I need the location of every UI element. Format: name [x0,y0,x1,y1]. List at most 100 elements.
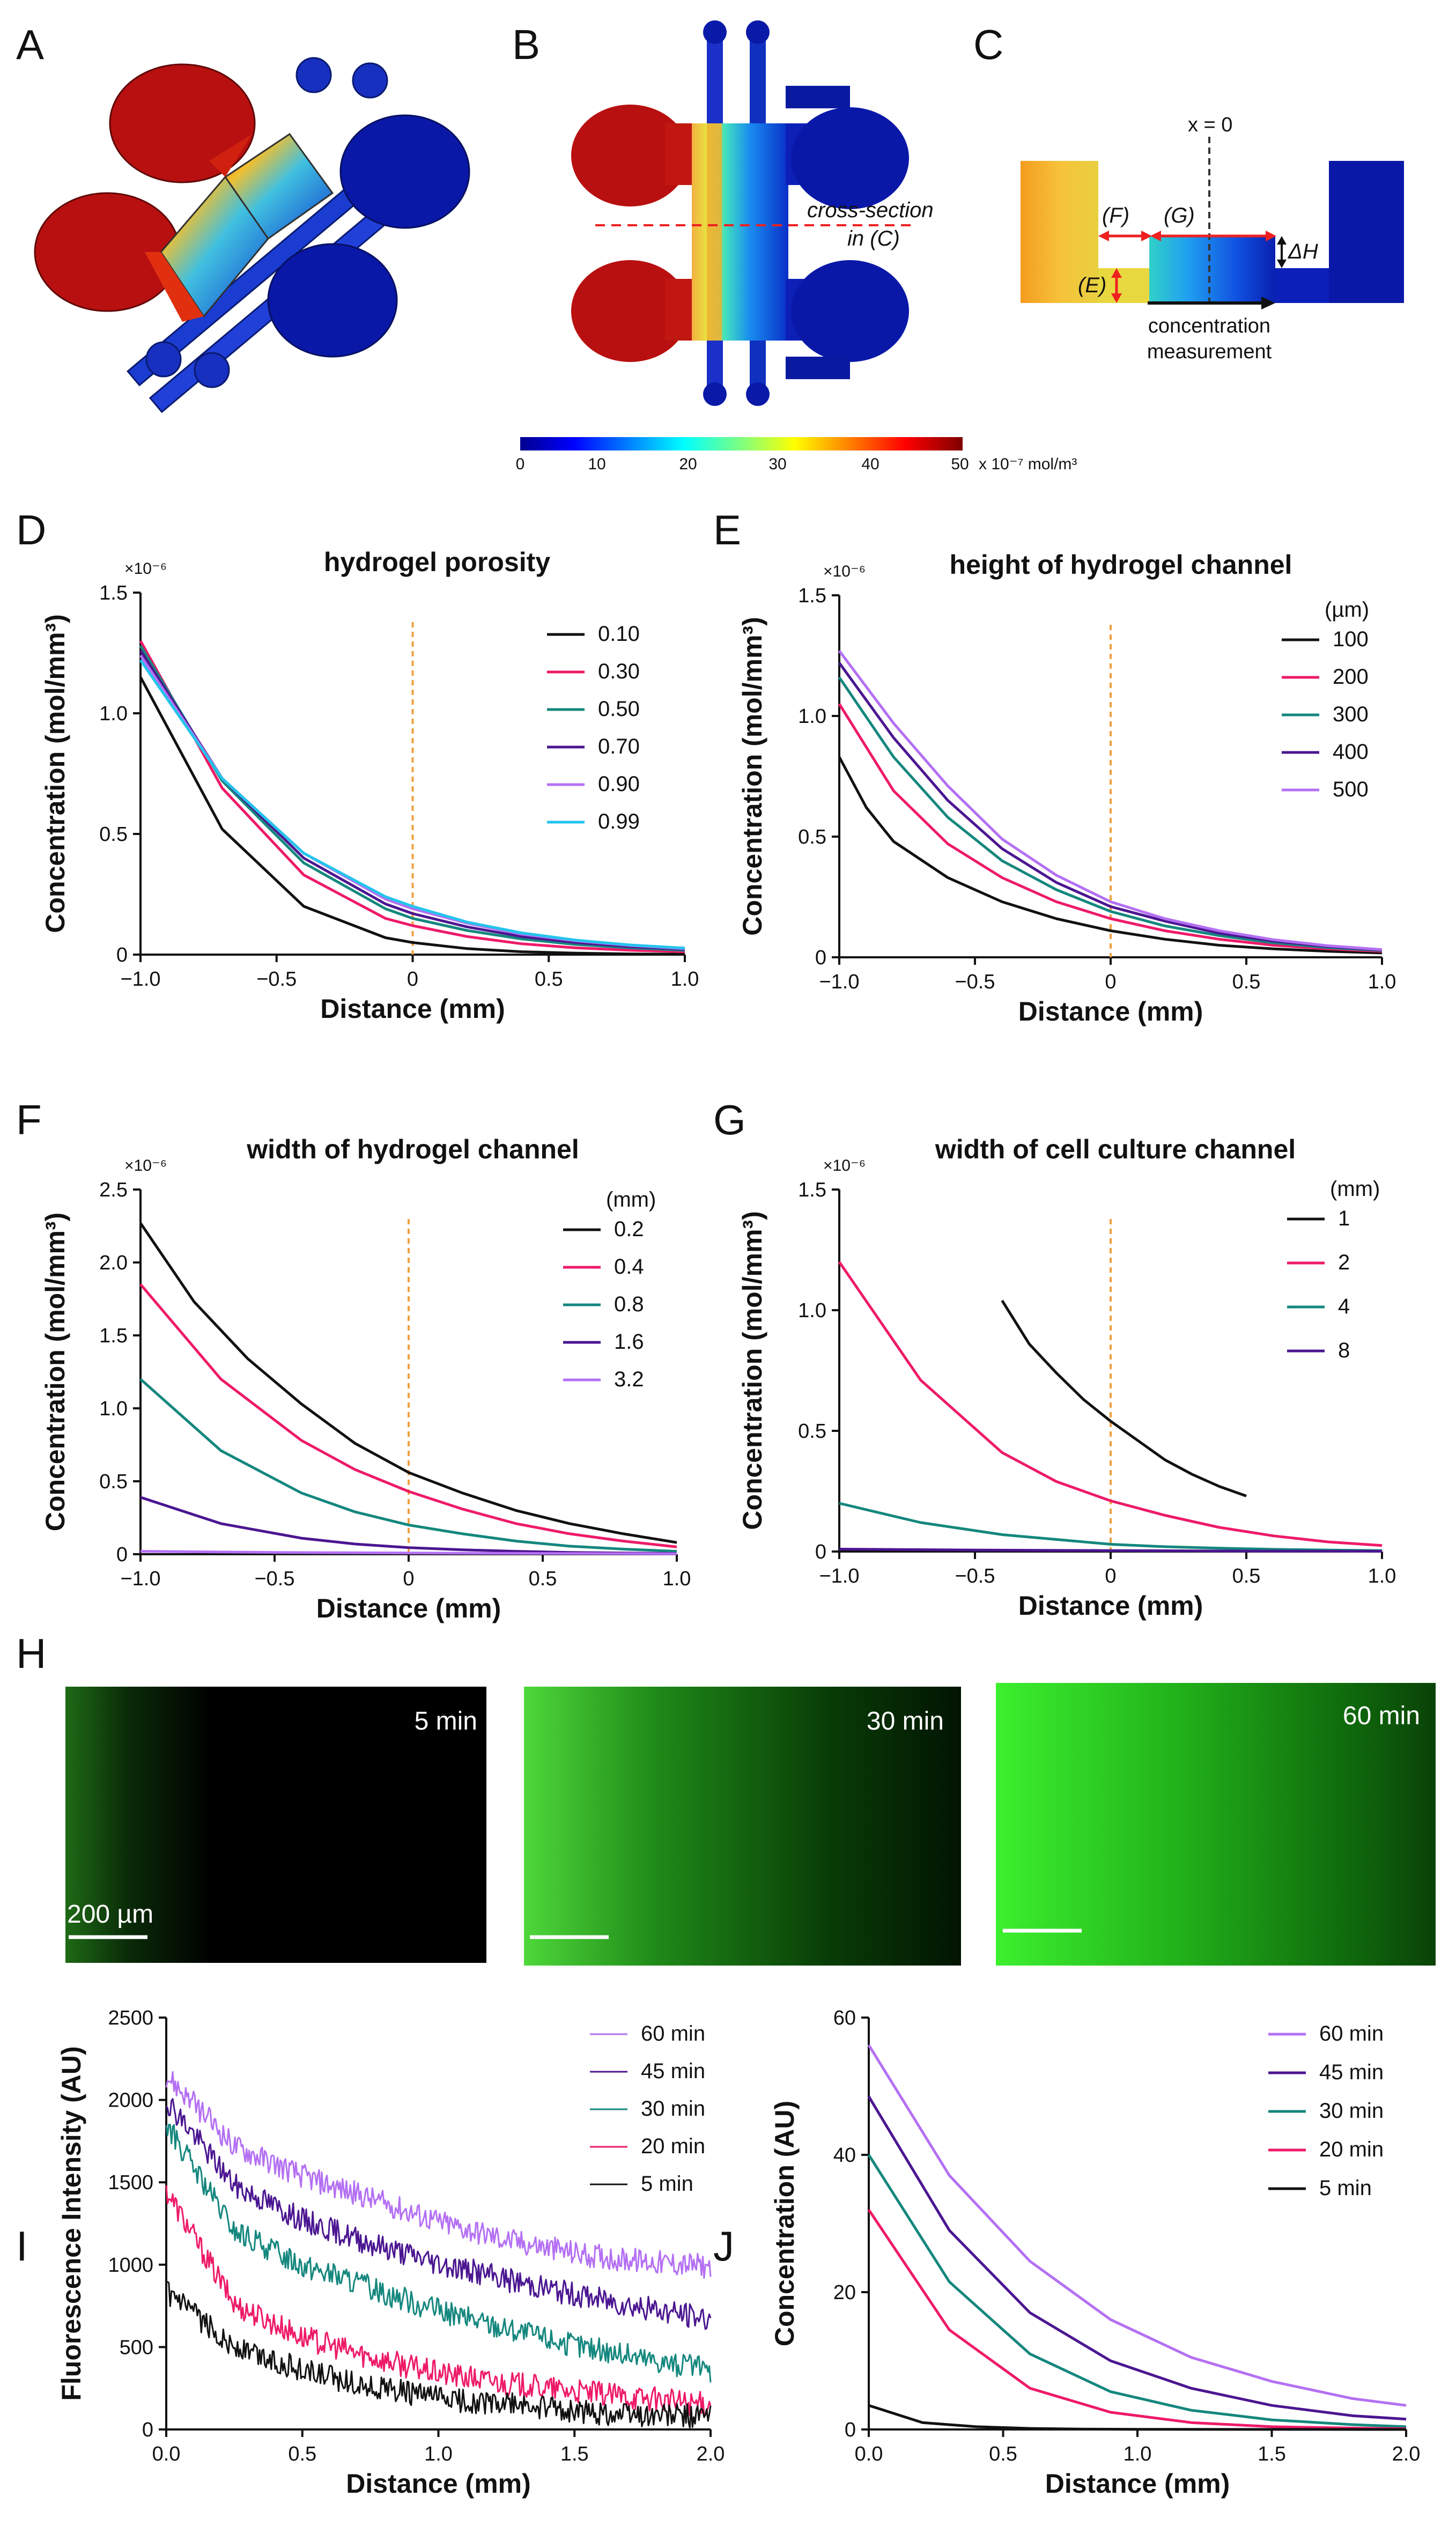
legend-label: 0.70 [598,735,640,758]
y-tick-label: 0 [815,1541,826,1563]
series-line-0.30 [139,640,685,954]
x-tick-label: 1.5 [560,2443,589,2465]
x0-label: x = 0 [1188,114,1232,136]
y-tick-label: 20 [833,2281,856,2304]
series-line-20-min [867,2209,1407,2431]
y-tick-label: 0 [815,947,826,969]
series-line-60-min [165,2071,712,2279]
y-tick-label: 0.5 [99,823,128,846]
legend-label: 60 min [1319,2022,1384,2045]
legend-label: 5 min [641,2172,693,2196]
series-line-1 [1001,1299,1247,1497]
time-label-60min: 60 min [1343,1702,1420,1730]
series-line-4 [839,1502,1383,1552]
panel-label-a: A [16,21,44,68]
x-tick-label: 0.0 [855,2443,883,2465]
series-line-30-min [867,2154,1407,2428]
x-tick-label: 1.0 [1368,971,1396,993]
y-tick-label: 500 [120,2336,153,2359]
y-axis-label: Fluorescence Intensity (AU) [56,2046,86,2400]
label-E: (E) [1078,274,1106,297]
x-tick-label: 0 [1105,1565,1116,1587]
y-tick-label: 2.5 [99,1179,128,1201]
x-tick-label: 2.0 [697,2443,725,2465]
x-tick-label: 0.5 [1232,971,1261,993]
colorbar-tick: 50 [951,455,969,473]
y-tick-label: 2500 [108,2007,153,2029]
chart-hydrogel-height: −1.0 −0.5 0 0.5 1.0 0 0.5 1.0 1.5 ×10⁻⁶ height of … [737,550,1396,1026]
panel-label-b: B [512,21,540,68]
legend-label: 300 [1333,703,1369,726]
x-tick-label: 0.5 [535,968,563,991]
y-tick-label: 0.5 [798,826,826,848]
chart-title: width of cell culture channel [935,1134,1296,1164]
micrograph-5min [65,1687,486,1963]
time-label-30min: 30 min [867,1707,944,1735]
axis-multiplier: ×10⁻⁶ [823,563,866,580]
cross-section-label-line1: cross-section [807,198,934,222]
colorbar-tick: 0 [516,455,525,473]
micrograph-60min [996,1683,1436,1966]
legend-label: 400 [1333,740,1369,764]
series-line-3.2 [140,1550,677,1555]
cross-section-schematic [1021,137,1404,309]
y-tick-label: 0 [116,944,128,966]
legend-label: 20 min [1319,2138,1384,2161]
y-tick-label: 40 [833,2144,856,2167]
legend-label: 0.99 [598,810,640,833]
chart-title: hydrogel porosity [324,547,550,577]
axis-multiplier: ×10⁻⁶ [124,560,167,578]
measurement-label-line2: measurement [1147,341,1272,363]
x-tick-label: 0 [403,1568,414,1590]
legend-label: 0.50 [598,697,640,721]
x-axis-label: Distance (mm) [1045,2469,1230,2499]
colorbar-tick: 30 [768,455,786,473]
panel-label-c: C [973,21,1003,68]
series-line-0.2 [139,1222,677,1544]
x-tick-label: 1.0 [663,1568,691,1590]
x-tick-label: −1.0 [819,971,859,993]
x-tick-label: −1.0 [120,1568,160,1590]
legend-label: 30 min [1319,2099,1384,2123]
x-tick-label: 0.5 [529,1568,557,1590]
y-tick-label: 1.5 [99,582,128,604]
panel-label-d: D [16,506,46,553]
chart-hydrogel-porosity: −1.0 −0.5 0 0.5 1.0 0 0.5 1.0 1.5 ×10⁻⁶ hydrogel p… [40,547,699,1024]
device-top-view [571,20,914,406]
chart-fitted-concentration: 0.0 0.5 1.0 1.5 2.0 0 20 40 60 Distance (mm) Conce… [770,2007,1420,2499]
chart-title: height of hydrogel channel [950,550,1292,580]
series-line-200 [838,703,1383,953]
y-tick-label: 0.5 [99,1471,128,1493]
y-tick-label: 1500 [108,2171,153,2194]
legend-label: 60 min [641,2022,705,2045]
y-tick-label: 2.0 [99,1252,128,1274]
x-tick-label: −0.5 [955,971,995,993]
panel-label-h: H [16,1630,46,1677]
x-tick-label: −0.5 [256,968,297,991]
y-tick-label: 0 [142,2419,153,2441]
x-axis-label: Distance (mm) [1018,996,1203,1026]
x-tick-label: 1.0 [1368,1565,1396,1587]
legend-label: 3.2 [614,1368,644,1391]
series-line-5-min [868,2404,1407,2431]
x-tick-label: 1.0 [1124,2443,1152,2465]
panel-label-j: J [713,2222,734,2270]
x-tick-label: 0.0 [152,2443,181,2465]
legend-label: 0.8 [614,1292,644,1316]
legend-label: 0.30 [598,660,640,683]
series-line-2 [838,1261,1383,1547]
label-dH: ΔH [1288,240,1318,263]
x-tick-label: −1.0 [120,968,160,991]
legend-label: 4 [1338,1295,1350,1318]
legend-title: (µm) [1325,598,1369,622]
axis-multiplier: ×10⁻⁶ [823,1157,866,1175]
y-tick-label: 60 [833,2007,856,2029]
x-axis-label: Distance (mm) [316,1593,501,1623]
series-line-60-min [867,2044,1407,2407]
legend-label: 1 [1338,1207,1350,1230]
panel-label-e: E [713,506,741,553]
panel-label-f: F [16,1096,42,1143]
x-axis-label: Distance (mm) [320,994,505,1024]
legend-label: 20 min [641,2134,705,2158]
label-F: (F) [1102,204,1129,227]
